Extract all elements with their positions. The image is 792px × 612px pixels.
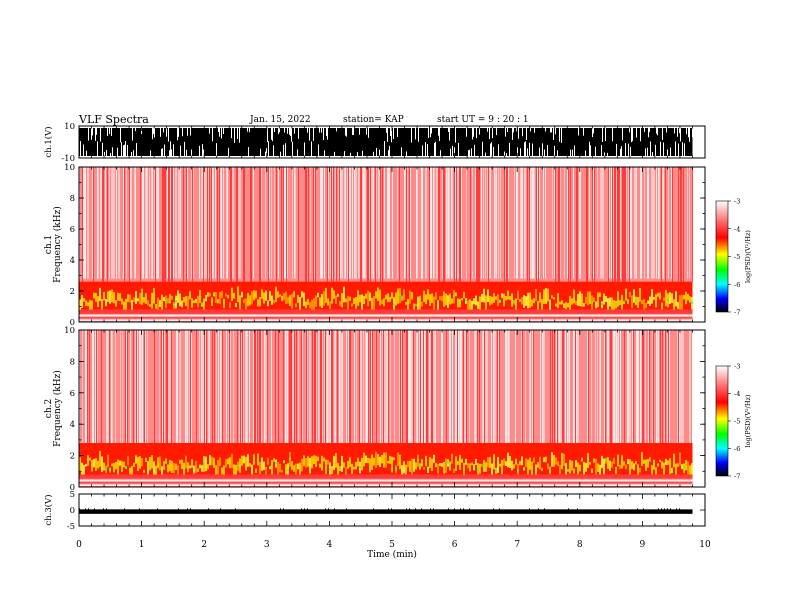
colorbar-2-tick-label: -3 xyxy=(734,363,740,371)
x-tick-label: 5 xyxy=(389,540,395,550)
ch3-waveform-trace xyxy=(79,509,693,514)
ch2-spectrogram-ylabel-channel: ch.2 xyxy=(44,399,54,418)
colorbar-1-tick-label: -7 xyxy=(734,309,740,317)
ch3-ylabel: ch.3(V) xyxy=(43,494,54,525)
colorbar-1-label: log(PSD)(V²/Hz) xyxy=(744,230,752,283)
panel-1-ytick-label: -10 xyxy=(61,154,75,164)
colorbar-2-tick-label: -5 xyxy=(734,418,740,426)
colorbar-2-tick-label: -4 xyxy=(734,390,740,398)
x-tick-label: 2 xyxy=(201,540,207,550)
x-tick-label: 8 xyxy=(577,540,583,550)
ch1-spectrogram-image xyxy=(79,167,693,322)
colorbar-1-tick-label: -3 xyxy=(734,198,740,206)
panel-3-ytick-label: 4 xyxy=(70,420,75,430)
x-tick-label: 0 xyxy=(76,540,82,550)
panel-3-ytick-label: 6 xyxy=(70,389,75,399)
colorbar-2-tick-label: -7 xyxy=(734,473,740,481)
panel-2-ytick-label: 10 xyxy=(64,163,75,173)
station-label: station= KAP xyxy=(343,115,404,125)
colorbar-1-tick-label: -6 xyxy=(734,281,740,289)
panel-3-ytick-label: 10 xyxy=(64,326,75,336)
colorbar-1 xyxy=(715,200,729,313)
date-label: Jan. 15, 2022 xyxy=(250,115,311,125)
panel-4-ytick-label: 5 xyxy=(70,490,75,500)
colorbar-2-label: log(PSD)(V²/Hz) xyxy=(744,394,752,447)
panel-2-ytick-label: 2 xyxy=(70,287,75,297)
panel-2-ytick-label: 6 xyxy=(70,225,75,235)
colorbar-2-tick-label: -6 xyxy=(734,445,740,453)
panel-1-ytick-label: 10 xyxy=(64,122,75,132)
x-tick-label: 1 xyxy=(139,540,145,550)
x-tick-label: 7 xyxy=(514,540,520,550)
panel-3-ytick-label: 0 xyxy=(70,483,75,493)
panel-2-ytick-label: 8 xyxy=(70,194,75,204)
ch1-spectrogram-ylabel-frequency: Frequency (kHz) xyxy=(52,206,63,283)
panel-4-ytick-label: -5 xyxy=(67,522,75,532)
ch2-spectrogram-image xyxy=(79,330,693,487)
panel-4-ytick-label: 0 xyxy=(70,506,75,516)
ch2-spectrogram-ylabel-frequency: Frequency (kHz) xyxy=(52,370,63,447)
colorbar-1-tick-label: -5 xyxy=(734,253,740,261)
colorbar-1-tick-label: -4 xyxy=(734,225,740,233)
chart-title: VLF Spectra xyxy=(79,113,149,126)
start-time-label: start UT = 9 : 20 : 1 xyxy=(437,115,529,125)
x-tick-label: 3 xyxy=(264,540,270,550)
panel-3-ytick-label: 8 xyxy=(70,357,75,367)
x-tick-label: 9 xyxy=(640,540,646,550)
x-axis-label: Time (min) xyxy=(367,549,417,560)
panel-2-ytick-label: 4 xyxy=(70,256,75,266)
x-tick-label: 4 xyxy=(327,540,333,550)
x-tick-label: 10 xyxy=(699,540,711,550)
ch1-spectrogram-ylabel-channel: ch.1 xyxy=(44,235,54,254)
panel-2-ytick-label: 0 xyxy=(70,318,75,328)
ch1-ylabel: ch.1(V) xyxy=(43,126,54,157)
panel-3-ytick-label: 2 xyxy=(70,452,75,462)
x-tick-label: 6 xyxy=(452,540,458,550)
colorbar-2 xyxy=(715,365,729,477)
